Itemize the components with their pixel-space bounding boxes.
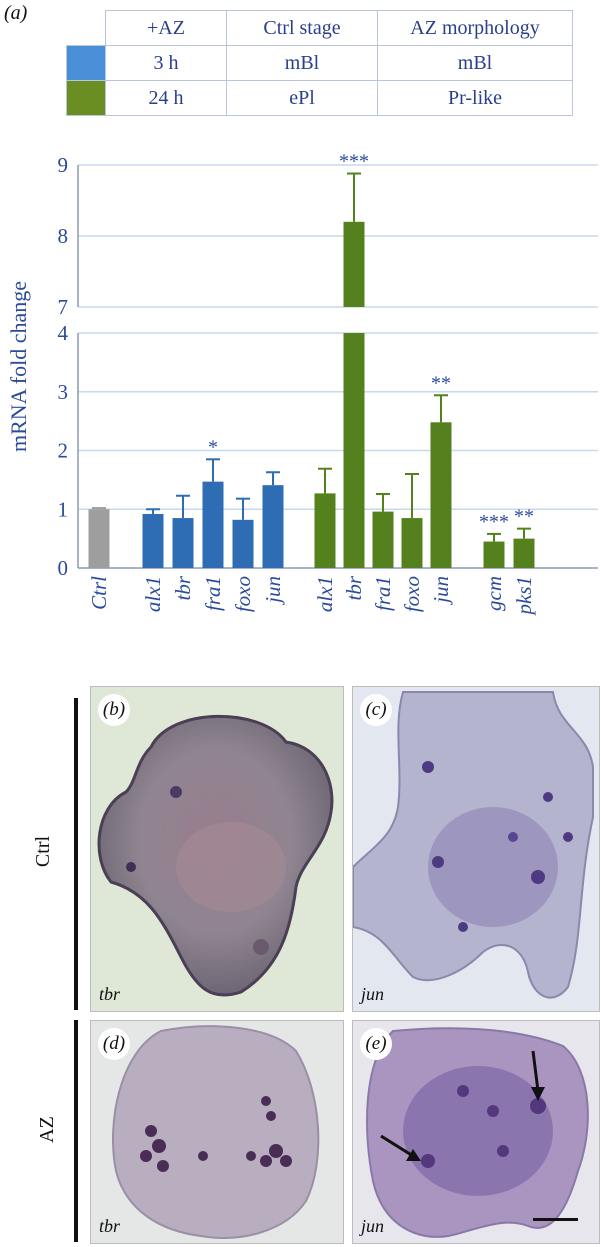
scale-bar: [533, 1218, 578, 1221]
y-tick-label: 0: [58, 556, 69, 580]
panel-e-probe-label: jun: [361, 1216, 385, 1236]
legend-header-az: +AZ: [105, 10, 227, 46]
significance-label: ***: [339, 151, 369, 173]
y-axis-title: mRNA fold change: [6, 281, 31, 452]
significance-label: *: [208, 436, 218, 458]
y-tick-label: 7: [58, 295, 69, 319]
x-tick-label: tbr: [171, 575, 195, 600]
legend-header-ctrl-stage: Ctrl stage: [226, 10, 378, 46]
bar: [232, 519, 254, 568]
x-tick-label: alx1: [141, 576, 165, 612]
x-tick-label: tbr: [342, 575, 366, 600]
panel-a-label: (a): [4, 2, 28, 24]
bar: [372, 511, 394, 568]
significance-label: **: [514, 506, 534, 528]
legend-ctrl-stage-3h: mBl: [226, 45, 378, 81]
arrow-left-line: [380, 1134, 414, 1158]
legend-row-24h: 24 h ePl Pr-like: [66, 80, 573, 116]
embryo-c-image: [353, 691, 594, 999]
panel-d-probe-label: tbr: [99, 1216, 121, 1236]
bar: [262, 485, 284, 568]
arrow-right-line: [531, 1050, 540, 1092]
x-tick-label: Ctrl: [87, 576, 111, 610]
y-tick-label: 3: [58, 380, 69, 404]
arrow-right-head: [531, 1087, 545, 1101]
y-tick-label: 1: [58, 497, 69, 521]
arrow-left-head: [406, 1149, 421, 1161]
x-tick-label: fra1: [371, 576, 395, 611]
significance-label: **: [431, 372, 451, 394]
legend-ctrl-stage-24h: ePl: [226, 80, 378, 116]
legend-header-az-morphology: AZ morphology: [377, 10, 573, 46]
ctrl-row-label: Ctrl: [32, 835, 55, 868]
bar: [314, 493, 336, 568]
y-tick-label: 8: [58, 224, 69, 248]
condition-legend-table: +AZ Ctrl stage AZ morphology 3 h mBl mBl…: [66, 10, 573, 116]
legend-az-morphology-3h: mBl: [377, 45, 573, 81]
embryo-b-image: [97, 714, 334, 997]
x-tick-label: fra1: [201, 576, 225, 611]
y-tick-label: 2: [58, 439, 69, 463]
micrograph-d-az-tbr: (d) tbr: [90, 1020, 344, 1244]
legend-time-24h: 24 h: [105, 80, 227, 116]
panel-c-probe-label: jun: [361, 984, 385, 1004]
panel-c-label: (c): [360, 694, 392, 726]
x-tick-label: alx1: [313, 576, 337, 612]
legend-corner-cell: [66, 10, 106, 46]
ctrl-row-bar: [74, 698, 78, 1010]
x-tick-label: pks1: [512, 576, 536, 617]
bar: [343, 333, 365, 568]
x-tick-label: jun: [261, 576, 285, 606]
y-tick-label: 4: [58, 321, 69, 345]
x-tick-label: foxo: [231, 576, 255, 612]
bar: [88, 509, 110, 568]
panel-e-label: (e): [360, 1028, 392, 1060]
az-row-bar: [74, 1020, 78, 1242]
x-tick-label: foxo: [400, 576, 424, 612]
legend-time-3h: 3 h: [105, 45, 227, 81]
micrograph-b-ctrl-tbr: (b) tbr: [90, 686, 344, 1012]
micrograph-c-ctrl-jun: (c) jun: [352, 686, 600, 1012]
bar: [483, 541, 505, 568]
embryo-d-image: [112, 1025, 320, 1239]
y-tick-label: 9: [58, 153, 69, 177]
legend-header-row: +AZ Ctrl stage AZ morphology: [66, 10, 573, 46]
x-tick-label: gcm: [482, 576, 506, 611]
legend-row-3h: 3 h mBl mBl: [66, 45, 573, 81]
bar: [430, 422, 452, 568]
az-row-label: AZ: [35, 1116, 58, 1143]
x-tick-label: jun: [429, 576, 453, 606]
bar: [142, 513, 164, 568]
bar: [401, 518, 423, 568]
panel-b-label: (b): [98, 694, 130, 726]
legend-swatch-blue: [66, 45, 106, 81]
legend-az-morphology-24h: Pr-like: [377, 80, 573, 116]
bar: [513, 538, 535, 568]
micrograph-e-az-jun: (e) jun: [352, 1020, 600, 1244]
bar: [202, 481, 224, 568]
embryo-e-image: [366, 1027, 589, 1238]
significance-label: ***: [479, 511, 509, 533]
panel-d-label: (d): [98, 1028, 130, 1060]
legend-swatch-green: [66, 80, 106, 116]
bar: [343, 221, 365, 307]
bar: [172, 518, 194, 568]
panel-b-probe-label: tbr: [99, 984, 121, 1004]
